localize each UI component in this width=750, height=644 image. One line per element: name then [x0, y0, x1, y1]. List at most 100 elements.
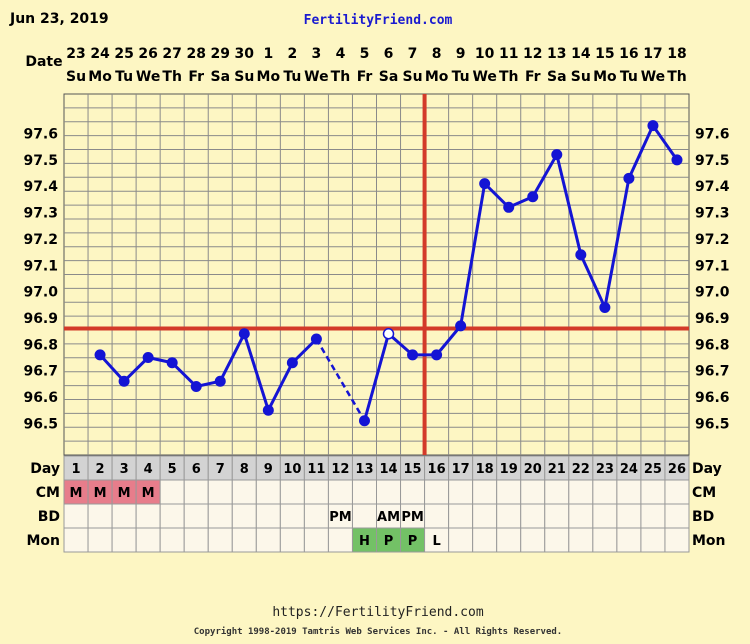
date-tick-label: 3 — [312, 46, 322, 62]
date-tick-label: 29 — [211, 46, 230, 62]
day-cell-value: 3 — [120, 462, 129, 477]
temp-point — [262, 404, 274, 416]
date-tick-label: 10 — [475, 46, 495, 62]
mon-cell — [472, 527, 498, 553]
date-tick-label: 7 — [408, 46, 418, 62]
temp-point — [623, 172, 635, 184]
date-tick-label: 5 — [360, 46, 370, 62]
mon-cell — [616, 527, 642, 553]
day-cell-value: 23 — [596, 462, 614, 477]
weekday-tick-label: We — [472, 69, 496, 85]
day-cell-value: 16 — [428, 462, 446, 477]
date-axis: 23 24 25 26 27 28 29 30 1 2 3 4 5 6 7 8 9 10 11 12 13 14 15 16 1… — [66, 46, 687, 85]
weekday-tick-label: Mo — [88, 69, 112, 85]
mon-cell — [400, 527, 426, 553]
day-cell-value: 2 — [96, 462, 105, 477]
day-cell — [111, 455, 137, 481]
mon-cell-value: P — [408, 534, 418, 549]
cm-row-label-right: CM — [692, 485, 716, 501]
date-tick-label: 25 — [114, 46, 133, 62]
temp-segment — [483, 182, 510, 209]
cm-cell — [87, 479, 113, 505]
weekday-tick-label: Th — [162, 69, 182, 85]
day-cell-value: 6 — [192, 462, 201, 477]
bd-cell — [207, 503, 233, 529]
bd-row-label-right: BD — [692, 509, 714, 525]
date-tick-label: 12 — [523, 46, 542, 62]
day-cell — [183, 455, 209, 481]
mon-cell — [87, 527, 113, 553]
day-cell — [592, 455, 618, 481]
weekday-tick-label: Fr — [357, 69, 373, 85]
cm-cell — [207, 479, 233, 505]
weekday-tick-label: Th — [331, 69, 351, 85]
y-tick-label-left: 97.1 — [23, 258, 58, 274]
bd-cell — [231, 503, 257, 529]
temp-point — [503, 201, 515, 213]
day-cell-value: 24 — [620, 462, 638, 477]
temp-point — [575, 249, 587, 261]
date-tick-label: 9 — [456, 46, 466, 62]
cm-cell — [472, 479, 498, 505]
temp-segment — [291, 337, 318, 364]
temp-point — [671, 154, 683, 166]
weekday-tick-label: Su — [66, 69, 86, 85]
bd-cell — [303, 503, 329, 529]
day-cell-value: 18 — [476, 462, 494, 477]
y-tick-label-right: 96.6 — [695, 390, 730, 406]
date-tick-label: 1 — [263, 46, 273, 62]
bd-cell — [400, 503, 426, 529]
day-cell-value: 10 — [283, 462, 301, 477]
y-tick-label-left: 97.5 — [23, 153, 58, 169]
y-tick-label-left: 96.8 — [23, 337, 58, 353]
weekday-tick-label: Mo — [425, 69, 449, 85]
cm-cell — [303, 479, 329, 505]
mon-cell — [640, 527, 666, 553]
day-cell-value: 19 — [500, 462, 518, 477]
date-tick-label: 27 — [162, 46, 181, 62]
temp-segment — [531, 153, 559, 198]
date-tick-label: 14 — [571, 46, 591, 62]
cm-cell — [664, 479, 690, 505]
site-link[interactable]: FertilityFriend.com — [304, 13, 453, 28]
y-tick-label-right: 97.6 — [695, 127, 730, 143]
mon-cell — [520, 527, 546, 553]
mon-cell — [279, 527, 305, 553]
temp-segment — [579, 254, 607, 309]
y-tick-label-right: 97.0 — [695, 285, 730, 301]
day-cell — [279, 455, 305, 481]
day-cell-value: 1 — [71, 462, 80, 477]
y-tick-label-right: 96.8 — [695, 337, 730, 353]
temp-point — [527, 191, 539, 203]
day-cell-value: 22 — [572, 462, 590, 477]
y-tick-label-left: 97.4 — [23, 179, 58, 195]
mon-cell — [327, 527, 353, 553]
bd-cell — [376, 503, 402, 529]
date-tick-label: 17 — [643, 46, 662, 62]
temp-segment — [98, 353, 126, 383]
cm-cell — [520, 479, 546, 505]
weekday-tick-label: Su — [403, 69, 423, 85]
y-tick-label-left: 96.7 — [23, 364, 58, 380]
temp-segment — [435, 324, 462, 356]
day-cell — [664, 455, 690, 481]
y-tick-label-left: 97.0 — [23, 285, 58, 301]
weekday-tick-label: We — [136, 69, 160, 85]
day-cell-value: 14 — [379, 462, 397, 477]
weekday-tick-label: Sa — [210, 69, 230, 85]
temp-point — [599, 301, 611, 313]
bd-cell-value: PM — [401, 510, 423, 525]
cm-cell — [63, 479, 89, 505]
day-cell-value: 26 — [668, 462, 686, 477]
day-cell-value: 7 — [216, 462, 225, 477]
bd-cell — [472, 503, 498, 529]
cm-cell — [351, 479, 378, 505]
bd-cell — [520, 503, 546, 529]
bd-cell — [111, 503, 137, 529]
weekday-tick-label: Tu — [452, 69, 470, 85]
cm-cell — [255, 479, 281, 505]
footer-url[interactable]: https://FertilityFriend.com — [272, 605, 483, 620]
bd-cell — [63, 503, 89, 529]
temp-point — [238, 328, 250, 340]
